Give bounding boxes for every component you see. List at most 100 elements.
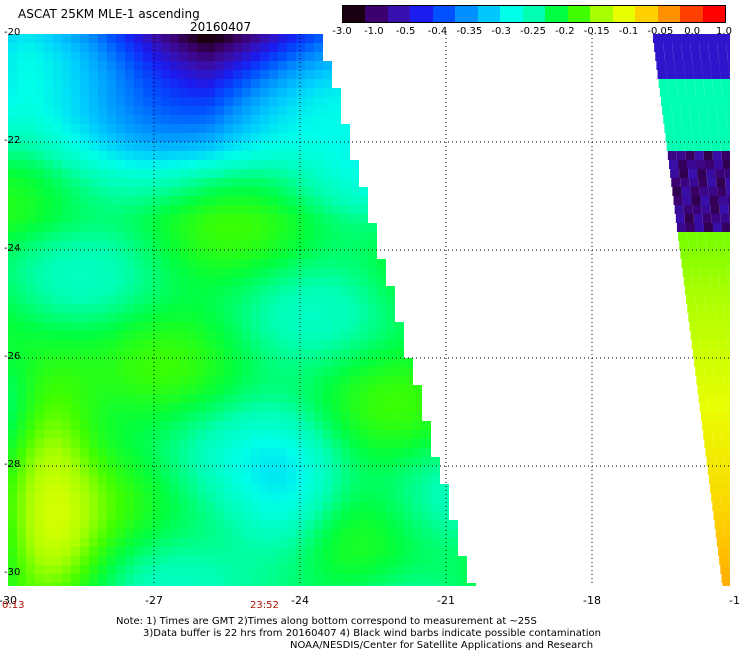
wind-cell	[26, 70, 35, 79]
wind-cell	[134, 115, 143, 124]
wind-cell	[233, 385, 242, 394]
wind-cell	[674, 61, 683, 70]
wind-cell	[80, 52, 89, 61]
wind-cell	[224, 430, 233, 439]
wind-cell	[260, 457, 269, 466]
wind-cell	[188, 286, 197, 295]
wind-cell	[287, 484, 296, 493]
wind-cell	[278, 169, 287, 178]
wind-cell	[152, 349, 161, 358]
wind-cell	[359, 430, 368, 439]
wind-cell	[62, 241, 71, 250]
wind-cell	[368, 241, 377, 250]
wind-cell	[729, 205, 730, 214]
wind-cell	[377, 340, 386, 349]
wind-cell	[287, 178, 296, 187]
wind-cell	[720, 205, 729, 214]
wind-cell	[116, 367, 125, 376]
wind-cell	[215, 376, 224, 385]
wind-cell	[694, 286, 703, 295]
wind-cell	[386, 466, 395, 475]
wind-cell	[44, 205, 53, 214]
wind-cell	[341, 493, 350, 502]
wind-cell	[134, 331, 143, 340]
wind-cell	[152, 583, 161, 586]
wind-cell	[161, 151, 170, 160]
wind-cell	[404, 457, 413, 466]
wind-cell	[107, 421, 116, 430]
wind-cell	[350, 187, 359, 196]
wind-cell	[718, 124, 727, 133]
wind-cell	[332, 430, 341, 439]
wind-cell	[62, 412, 71, 421]
wind-cell	[89, 367, 98, 376]
wind-cell	[350, 484, 359, 493]
wind-cell	[62, 520, 71, 529]
longitude-label: -24	[291, 594, 309, 607]
wind-cell	[17, 223, 26, 232]
wind-cell	[233, 322, 242, 331]
wind-cell	[224, 205, 233, 214]
wind-cell	[680, 250, 689, 259]
wind-cell	[116, 412, 125, 421]
wind-cell	[125, 502, 134, 511]
wind-cell	[71, 178, 80, 187]
wind-cell	[278, 484, 287, 493]
wind-cell	[188, 475, 197, 484]
wind-cell	[341, 295, 350, 304]
wind-cell	[715, 448, 724, 457]
wind-cell	[17, 88, 26, 97]
wind-cell	[134, 79, 143, 88]
wind-cell	[134, 520, 143, 529]
wind-cell	[44, 160, 53, 169]
wind-cell	[125, 178, 134, 187]
wind-cell	[125, 268, 134, 277]
wind-cell	[278, 358, 287, 367]
wind-cell	[143, 79, 152, 88]
wind-cell	[44, 277, 53, 286]
wind-cell	[134, 412, 143, 421]
wind-cell	[26, 43, 35, 52]
wind-cell	[89, 52, 98, 61]
wind-cell	[269, 574, 278, 583]
wind-cell	[107, 520, 116, 529]
wind-cell	[350, 304, 359, 313]
wind-cell	[350, 196, 359, 205]
wind-cell	[206, 538, 215, 547]
wind-cell	[729, 493, 730, 502]
wind-cell	[17, 259, 26, 268]
wind-cell	[125, 475, 134, 484]
wind-cell	[728, 340, 730, 349]
wind-cell	[705, 376, 714, 385]
wind-cell	[80, 565, 89, 574]
wind-cell	[188, 268, 197, 277]
wind-cell	[170, 574, 179, 583]
wind-cell	[669, 160, 678, 169]
wind-cell	[233, 259, 242, 268]
wind-cell	[98, 565, 107, 574]
wind-cell	[395, 529, 404, 538]
wind-cell	[712, 358, 721, 367]
wind-cell	[703, 286, 712, 295]
wind-cell	[278, 529, 287, 538]
wind-cell	[449, 574, 458, 583]
wind-cell	[287, 511, 296, 520]
wind-cell	[242, 421, 251, 430]
wind-cell	[224, 565, 233, 574]
wind-cell	[53, 295, 62, 304]
wind-cell	[179, 160, 188, 169]
wind-cell	[305, 250, 314, 259]
wind-cell	[26, 457, 35, 466]
wind-cell	[206, 313, 215, 322]
wind-cell	[107, 52, 116, 61]
wind-cell	[116, 97, 125, 106]
wind-cell	[80, 268, 89, 277]
wind-cell	[224, 61, 233, 70]
wind-cell	[62, 268, 71, 277]
wind-cell	[305, 304, 314, 313]
wind-cell	[152, 151, 161, 160]
wind-cell	[278, 511, 287, 520]
wind-cell	[703, 70, 712, 79]
wind-cell	[711, 205, 720, 214]
wind-cell	[98, 556, 107, 565]
